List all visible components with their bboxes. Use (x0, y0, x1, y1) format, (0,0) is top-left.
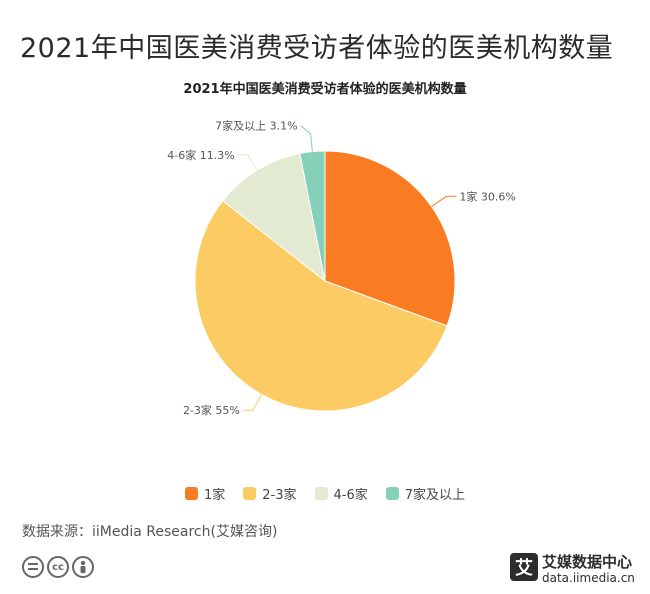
legend-swatch (385, 487, 399, 500)
legend-swatch (243, 487, 257, 500)
pie-slice-0 (324, 150, 456, 327)
legend-swatch (184, 487, 198, 500)
legend-label: 2-3家 (262, 488, 297, 503)
brand-block: 艾 艾媒数据中心 data.iimedia.cn (508, 547, 650, 591)
chart-legend: 1家 2-3家 4-6家 7家及以上 (0, 484, 650, 503)
chart-title: 2021年中国医美消费受访者体验的医美机构数量 (183, 82, 467, 97)
equals-icon (22, 556, 44, 578)
legend-swatch (314, 487, 328, 500)
page-title: 2021年中国医美消费受访者体验的医美机构数量 (20, 33, 614, 64)
data-source: 数据来源：iiMedia Research(艾媒咨询) (22, 524, 278, 540)
slice-label-2: 4-6家 11.3% (167, 148, 234, 162)
legend-item-2[interactable]: 4-6家 (314, 484, 368, 503)
license-icons: cc (22, 556, 94, 578)
brand-logo: 艾 (510, 553, 538, 581)
slice-label-1: 2-3家 55% (183, 403, 240, 417)
leader-line-0 (431, 195, 457, 207)
brand-url: data.iimedia.cn (542, 571, 635, 585)
pie-slice-2 (222, 152, 326, 283)
legend-item-1[interactable]: 2-3家 (243, 484, 297, 503)
slice-label-3: 7家及以上 3.1% (215, 119, 297, 133)
legend-item-0[interactable]: 1家 (184, 484, 226, 503)
brand-name: 艾媒数据中心 (542, 553, 633, 571)
person-icon (72, 556, 94, 578)
legend-label: 4-6家 (333, 488, 368, 503)
legend-item-3[interactable]: 7家及以上 (385, 484, 466, 503)
slice-label-0: 1家 30.6% (459, 189, 515, 203)
leader-line-2 (237, 154, 258, 171)
cc-icon: cc (47, 556, 69, 578)
legend-label: 7家及以上 (404, 488, 466, 503)
leader-line-1 (242, 394, 263, 411)
leader-line-3 (300, 125, 313, 152)
legend-label: 1家 (203, 488, 226, 503)
